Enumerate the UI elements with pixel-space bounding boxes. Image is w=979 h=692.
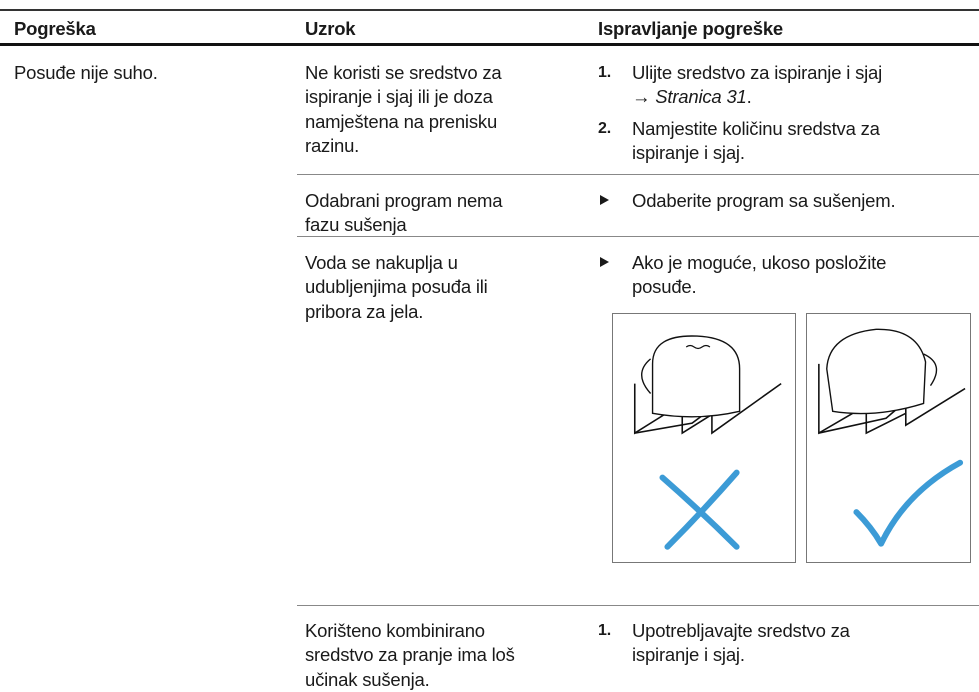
cause-line: Voda se nakuplja u <box>305 251 458 273</box>
page: (() => { const data = JSON.parse(documen… <box>0 9 979 690</box>
cause-line: udubljenjima posuđa ili <box>305 276 488 297</box>
step-line: Upotrebljavajte sredstvo za <box>632 619 850 641</box>
step-reference: → Stranica 31. <box>632 84 752 109</box>
column-header: Pogreška <box>14 17 96 39</box>
bullet-line: Ako je moguće, ukoso posložite <box>632 251 887 273</box>
bullet <box>600 195 609 205</box>
cause-line: Odabrani program nema <box>305 189 503 211</box>
cause-line: sredstvo za pranje ima loš <box>305 644 515 665</box>
problem: Posuđe nije suho. <box>14 61 158 83</box>
bullet-line: posuđe. <box>632 276 697 297</box>
cause-line: učinak sušenja. <box>305 668 430 690</box>
cause-line: pribora za jela. <box>305 300 424 322</box>
reference-mark: → <box>632 86 656 107</box>
cause-line: ispiranje i sjaj ili je doza <box>305 86 493 107</box>
step-line: Namjestite količinu sredstva za <box>632 117 880 139</box>
rule <box>297 174 979 175</box>
bullet <box>600 257 609 267</box>
rule <box>0 9 979 11</box>
cause-line: Korišteno kombinirano <box>305 619 485 641</box>
rule <box>0 43 979 46</box>
cause-line: fazu sušenja <box>305 214 407 235</box>
bullet-line: Odaberite program sa sušenjem. <box>632 189 896 211</box>
step-line: ispiranje i sjaj. <box>632 142 745 163</box>
step-line: ispiranje i sjaj. <box>632 644 745 665</box>
cause-line: Ne koristi se sredstvo za <box>305 61 502 83</box>
column-header: Uzrok <box>305 17 356 39</box>
cause-line: namještena na prenisku <box>305 110 498 132</box>
step-number: 2. <box>598 119 611 137</box>
column-header: Ispravljanje pogreške <box>598 17 784 39</box>
step-number: 1. <box>598 63 611 81</box>
wrong-illustration <box>612 313 796 563</box>
page-reference: Stranica 31 <box>655 86 747 107</box>
rule <box>297 236 979 237</box>
step-line: Ulijte sredstvo za ispiranje i sjaj <box>632 61 883 83</box>
correct-illustration <box>806 313 971 563</box>
cause-line: razinu. <box>305 135 360 156</box>
step-number: 1. <box>598 621 611 639</box>
rule <box>297 605 979 606</box>
reference-mark: . <box>746 86 752 107</box>
